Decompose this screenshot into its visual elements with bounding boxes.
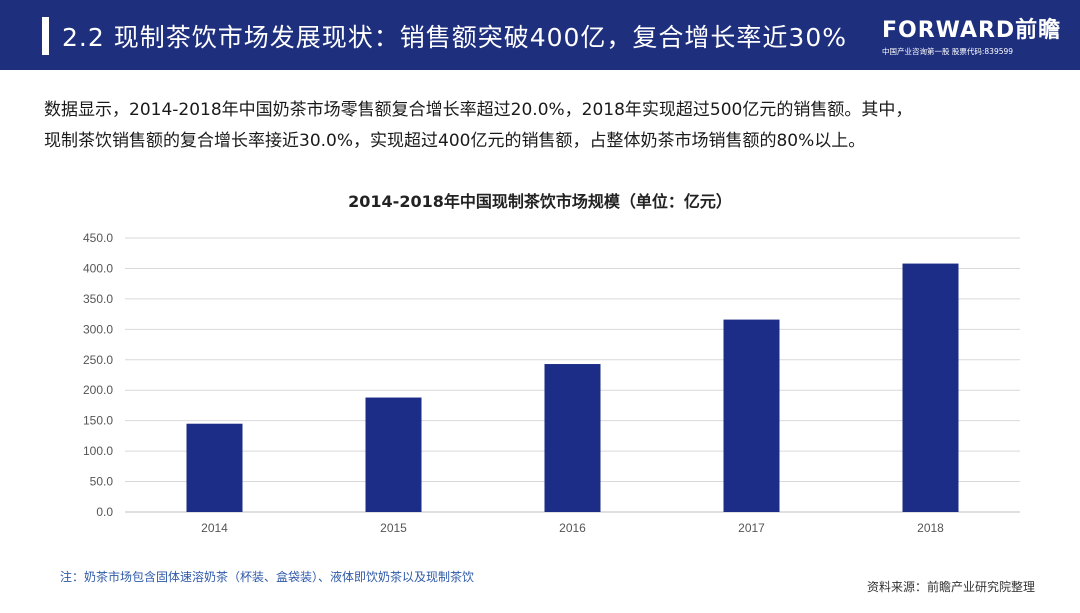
source-credit: 资料来源：前瞻产业研究院整理 xyxy=(866,580,1035,594)
logo-text: FORWARD前瞻 xyxy=(882,18,1062,43)
x-tick-label: 2015 xyxy=(380,521,407,535)
header-accent-bar xyxy=(42,17,49,55)
intro-line-1: 数据显示，2014-2018年中国奶茶市场零售额复合增长率超过20.0%，201… xyxy=(44,100,913,120)
y-tick-label: 400.0 xyxy=(83,261,113,275)
bar xyxy=(365,397,422,512)
bar xyxy=(544,364,601,512)
logo-tagline: 中国产业咨询第一股 股票代码:839599 xyxy=(882,47,1014,56)
page-title: 2.2 现制茶饮市场发展现状：销售额突破400亿，复合增长率近30% xyxy=(62,23,847,52)
y-tick-label: 100.0 xyxy=(83,444,113,458)
header-bar: 2.2 现制茶饮市场发展现状：销售额突破400亿，复合增长率近30% FORWA… xyxy=(0,0,1080,70)
brand-logo: FORWARD前瞻 中国产业咨询第一股 股票代码:839599 xyxy=(882,12,1062,57)
y-tick-label: 350.0 xyxy=(83,292,113,306)
y-tick-label: 450.0 xyxy=(83,231,113,245)
bar xyxy=(186,423,243,512)
y-tick-label: 150.0 xyxy=(83,414,113,428)
y-tick-label: 0.0 xyxy=(96,505,113,519)
y-tick-label: 300.0 xyxy=(83,322,113,336)
x-tick-label: 2016 xyxy=(559,521,586,535)
x-tick-label: 2014 xyxy=(201,521,228,535)
x-tick-label: 2017 xyxy=(738,521,765,535)
bar xyxy=(902,263,959,512)
chart-title: 2014-2018年中国现制茶饮市场规模（单位：亿元） xyxy=(348,192,732,211)
y-tick-label: 250.0 xyxy=(83,353,113,367)
footnote: 注：奶茶市场包含固体速溶奶茶（杯装、盒袋装）、液体即饮奶茶以及现制茶饮 xyxy=(60,570,475,584)
y-tick-label: 200.0 xyxy=(83,383,113,397)
y-tick-label: 50.0 xyxy=(90,475,114,489)
bar xyxy=(723,319,780,512)
x-tick-label: 2018 xyxy=(917,521,944,535)
intro-paragraph: 数据显示，2014-2018年中国奶茶市场零售额复合增长率超过20.0%，201… xyxy=(44,95,1044,157)
intro-line-2: 现制茶饮销售额的复合增长率接近30.0%，实现超过400亿元的销售额，占整体奶茶… xyxy=(44,131,866,151)
